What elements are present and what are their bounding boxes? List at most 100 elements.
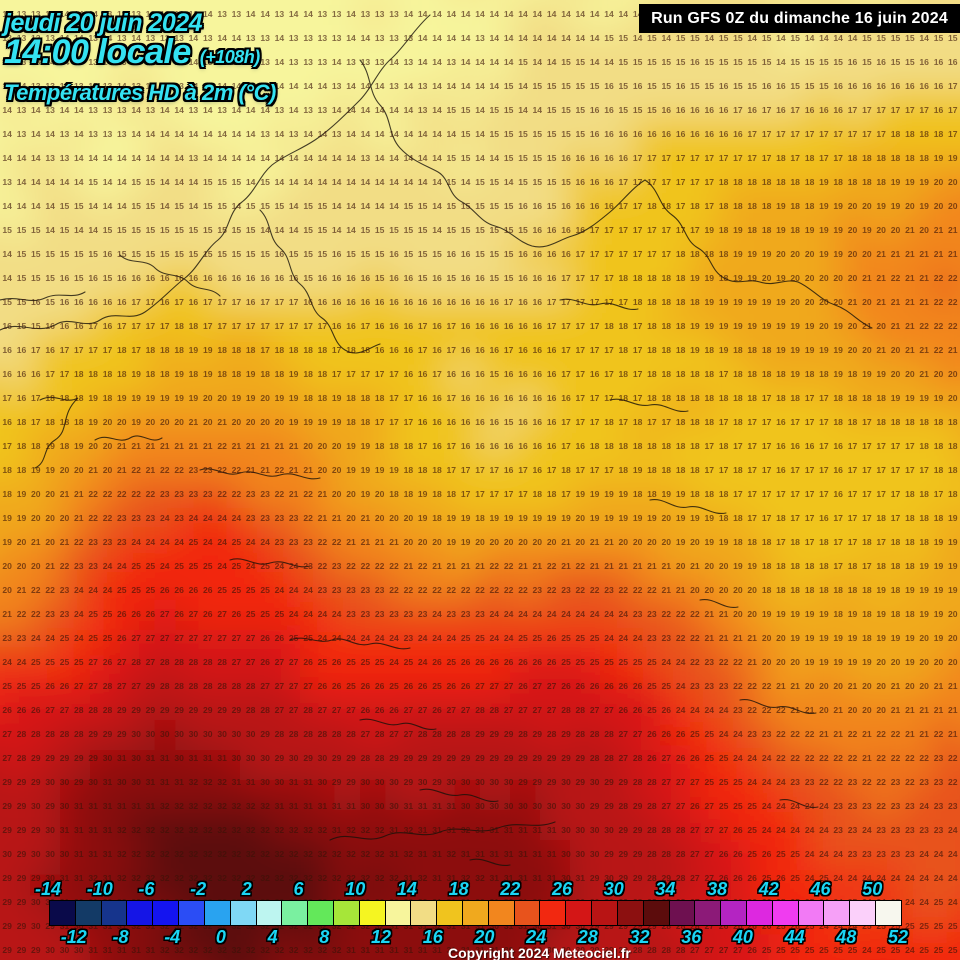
svg-text:18: 18 <box>432 465 442 475</box>
svg-text:26: 26 <box>117 633 127 643</box>
svg-text:19: 19 <box>833 321 843 331</box>
svg-text:14: 14 <box>404 153 414 163</box>
svg-text:23: 23 <box>2 633 12 643</box>
svg-text:16: 16 <box>676 105 686 115</box>
svg-text:26: 26 <box>260 657 270 667</box>
svg-text:21: 21 <box>934 705 944 715</box>
svg-text:18: 18 <box>475 513 485 523</box>
svg-text:16: 16 <box>547 273 557 283</box>
svg-text:18: 18 <box>31 441 41 451</box>
svg-text:16: 16 <box>2 369 12 379</box>
svg-text:21: 21 <box>948 705 958 715</box>
svg-text:24: 24 <box>619 609 629 619</box>
svg-text:22: 22 <box>762 705 772 715</box>
svg-text:28: 28 <box>289 729 299 739</box>
svg-text:21: 21 <box>246 465 256 475</box>
svg-text:23: 23 <box>948 801 958 811</box>
svg-text:26: 26 <box>203 609 213 619</box>
svg-text:16: 16 <box>662 129 672 139</box>
svg-text:25: 25 <box>232 537 242 547</box>
svg-text:21: 21 <box>905 345 915 355</box>
svg-text:19: 19 <box>747 321 757 331</box>
svg-text:28: 28 <box>346 729 356 739</box>
svg-text:27: 27 <box>174 633 184 643</box>
svg-text:27: 27 <box>533 705 543 715</box>
svg-text:15: 15 <box>891 57 901 67</box>
svg-text:13: 13 <box>217 105 227 115</box>
svg-text:26: 26 <box>318 681 328 691</box>
svg-text:15: 15 <box>31 273 41 283</box>
svg-text:21: 21 <box>74 489 84 499</box>
svg-text:13: 13 <box>2 177 12 187</box>
svg-text:21: 21 <box>891 297 901 307</box>
svg-text:24: 24 <box>934 849 944 859</box>
svg-text:21: 21 <box>604 561 614 571</box>
svg-text:15: 15 <box>404 201 414 211</box>
svg-text:14: 14 <box>518 81 528 91</box>
svg-text:15: 15 <box>45 297 55 307</box>
svg-text:21: 21 <box>117 441 127 451</box>
svg-text:30: 30 <box>174 753 184 763</box>
svg-text:18: 18 <box>647 489 657 499</box>
svg-text:14: 14 <box>45 225 55 235</box>
svg-text:15: 15 <box>232 177 242 187</box>
svg-text:29: 29 <box>475 753 485 763</box>
svg-text:16: 16 <box>690 129 700 139</box>
svg-text:16: 16 <box>232 273 242 283</box>
svg-text:15: 15 <box>146 201 156 211</box>
svg-text:17: 17 <box>876 129 886 139</box>
svg-text:19: 19 <box>934 609 944 619</box>
svg-text:21: 21 <box>561 561 571 571</box>
svg-text:25: 25 <box>934 945 944 955</box>
svg-text:17: 17 <box>662 249 672 259</box>
svg-text:16: 16 <box>833 489 843 499</box>
svg-text:20: 20 <box>819 681 829 691</box>
svg-text:16: 16 <box>418 369 428 379</box>
svg-text:15: 15 <box>318 201 328 211</box>
svg-text:21: 21 <box>876 273 886 283</box>
svg-text:32: 32 <box>217 777 227 787</box>
svg-text:13: 13 <box>289 129 299 139</box>
svg-text:19: 19 <box>346 465 356 475</box>
svg-text:21: 21 <box>719 609 729 619</box>
svg-text:17: 17 <box>905 441 915 451</box>
svg-text:15: 15 <box>475 249 485 259</box>
svg-text:18: 18 <box>2 465 12 475</box>
svg-text:32: 32 <box>131 849 141 859</box>
svg-text:18: 18 <box>619 321 629 331</box>
svg-text:20: 20 <box>876 321 886 331</box>
svg-text:20: 20 <box>533 537 543 547</box>
svg-text:31: 31 <box>475 849 485 859</box>
svg-text:24: 24 <box>103 561 113 571</box>
svg-text:24: 24 <box>633 633 643 643</box>
svg-text:26: 26 <box>518 657 528 667</box>
svg-text:24: 24 <box>805 825 815 835</box>
svg-text:15: 15 <box>934 33 944 43</box>
svg-text:21: 21 <box>318 513 328 523</box>
svg-text:30: 30 <box>518 801 528 811</box>
svg-text:14: 14 <box>332 177 342 187</box>
svg-text:14: 14 <box>103 177 113 187</box>
svg-text:14: 14 <box>533 9 543 19</box>
svg-text:21: 21 <box>805 705 815 715</box>
svg-text:15: 15 <box>461 225 471 235</box>
svg-text:19: 19 <box>819 633 829 643</box>
svg-text:22: 22 <box>905 777 915 787</box>
svg-text:16: 16 <box>461 393 471 403</box>
svg-text:26: 26 <box>733 825 743 835</box>
svg-text:24: 24 <box>919 873 929 883</box>
svg-text:14: 14 <box>504 57 514 67</box>
svg-text:32: 32 <box>203 825 213 835</box>
svg-text:14: 14 <box>189 201 199 211</box>
svg-text:30: 30 <box>533 801 543 811</box>
svg-text:22: 22 <box>948 753 958 763</box>
svg-text:22: 22 <box>88 513 98 523</box>
svg-text:29: 29 <box>31 945 41 955</box>
svg-text:17: 17 <box>805 489 815 499</box>
svg-text:15: 15 <box>490 225 500 235</box>
svg-text:25: 25 <box>432 681 442 691</box>
svg-text:19: 19 <box>576 489 586 499</box>
svg-text:14: 14 <box>246 177 256 187</box>
svg-text:19: 19 <box>790 369 800 379</box>
svg-text:21: 21 <box>948 345 958 355</box>
